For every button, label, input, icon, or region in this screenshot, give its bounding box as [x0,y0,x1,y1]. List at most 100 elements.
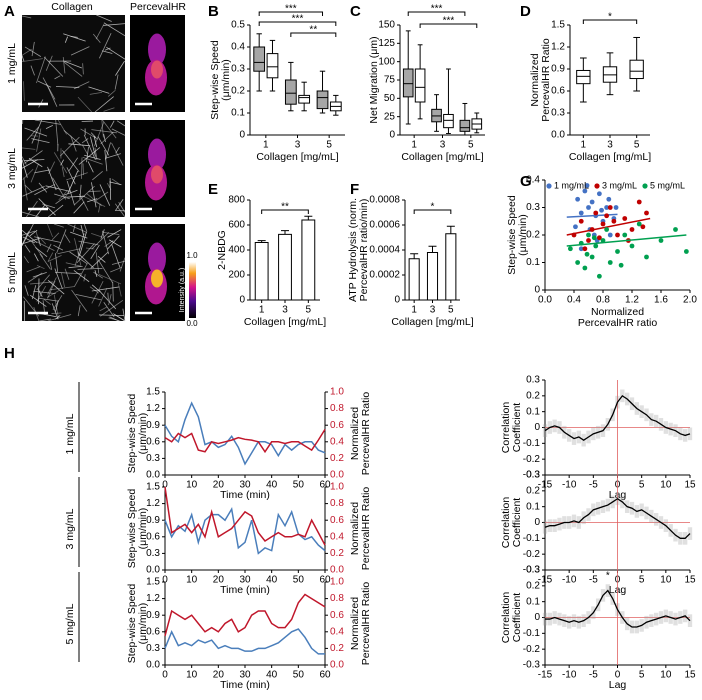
fiber [78,240,99,246]
fiber [67,223,88,233]
bar [408,258,420,301]
y2-axis-label: Normalized [349,597,361,650]
box [402,68,414,98]
line [164,486,326,546]
fiber [53,152,68,174]
y-tick-label: 0 [534,517,540,528]
panel-label: G [520,173,532,190]
fiber [63,189,78,196]
fiber [112,313,125,322]
y-tick-label: 0.6 [146,436,160,447]
fiber [80,128,99,140]
x-tick-label: 1.6 [654,295,668,306]
x-axis-label: Collagen [mg/mL] [401,151,483,163]
fiber [103,22,126,37]
fiber [82,63,84,75]
point [613,205,619,210]
x-tick-label: -5 [589,575,598,586]
line [164,428,326,454]
y2-tick-label: 1.0 [330,577,344,588]
y-tick-label: 0.1 [231,108,245,119]
y-tick-label: 0.1 [526,596,540,607]
fiber [94,121,105,147]
fiber [77,305,81,317]
fiber [53,223,64,228]
y-axis-label: (μm/min) [220,59,232,101]
fiber [21,147,36,150]
x-tick-label: 0 [615,670,621,681]
fiber [71,289,88,312]
fiber [92,171,103,181]
significance-label: ** [309,25,317,36]
fiber [91,232,110,250]
fiber [23,159,45,162]
fiber [23,81,25,101]
fiber [64,268,70,280]
significance-label: * [606,571,610,582]
fiber [78,147,101,165]
x-tick-label: 1 [411,305,417,316]
fiber [107,229,122,238]
x-tick-label: 1 [411,140,417,151]
fiber [104,47,111,51]
point [575,260,581,265]
line [544,497,691,539]
fiber [103,23,126,26]
row-label: 3 mg/mL [6,148,18,189]
y-tick-label: -0.2 [523,549,541,560]
significance-bracket [290,32,337,37]
fiber [95,252,100,274]
y-tick-label: -0.3 [523,565,541,576]
bar [445,233,457,301]
y-tick-label: 0.1 [526,406,540,417]
fiber [122,308,126,322]
x-tick-label: 1 [263,140,269,151]
y-axis-label: PercevalHR Ratio [540,38,552,122]
fiber [21,230,38,244]
y-tick-label: 0.9 [146,515,160,526]
x-tick-label: 1 [581,140,587,151]
fiber [49,261,53,270]
y-tick-label: 0.5 [231,20,245,31]
y2-tick-label: 1.0 [330,387,344,398]
fiber [35,247,48,258]
y-tick-label: -0.2 [523,454,541,465]
fiber [60,159,64,166]
fiber [24,46,42,57]
fiber [43,298,52,305]
x-tick-label: 0.8 [596,295,610,306]
bar [254,242,269,301]
y-tick-label: 0 [534,422,540,433]
fiber [58,190,68,201]
y-tick-label: 0.0006 [369,220,400,231]
x-axis-label: Collagen [mg/mL] [244,316,326,328]
significance-label: *** [285,4,297,15]
fiber [97,136,110,156]
x-tick-label: 20 [213,480,225,491]
x-tick-label: 2.0 [683,295,697,306]
x-tick-label: 30 [239,480,251,491]
fiber [91,280,104,304]
x-tick-label: 10 [186,480,198,491]
fiber [48,161,56,175]
fiber [46,243,52,253]
y-tick-label: 50 [384,93,396,104]
fiber [63,33,86,42]
fiber [33,290,56,294]
fiber [102,119,117,139]
y-tick-label: 0 [389,130,395,141]
fiber [111,178,121,186]
fiber [100,229,105,239]
fiber [47,166,57,191]
fiber [52,295,63,311]
point [606,196,612,202]
x-axis-label: Time (min) [220,679,270,691]
fiber [92,33,101,43]
fiber [80,224,84,235]
fiber [88,86,110,94]
fiber [68,266,82,269]
point [589,254,595,260]
significance-label: ** [281,202,289,213]
cell-core [151,165,163,184]
fiber [45,125,53,129]
